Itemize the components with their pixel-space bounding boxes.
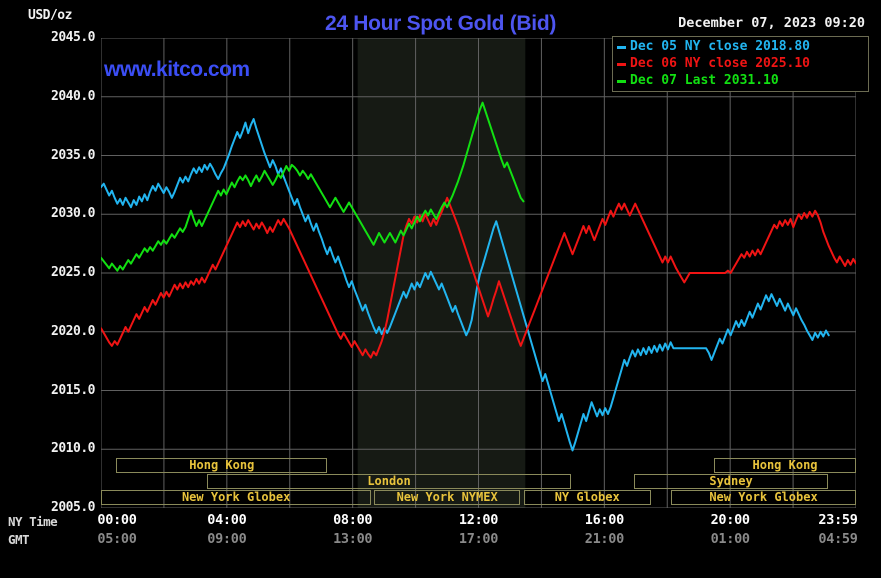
x-axis-tick-gmt: 01:00 — [710, 531, 750, 547]
legend-dec06: Dec 06 NY close 2025.10 — [617, 55, 868, 72]
y-axis-tick-label: 2030.0 — [51, 206, 95, 222]
legend-dec07: Dec 07 Last 2031.10 — [617, 72, 868, 89]
y-axis-tick-label: 2035.0 — [51, 147, 95, 163]
y-axis-tick-label: 2025.0 — [51, 265, 95, 280]
market-session-bars: Hong Kong Hong Kong London Sydney New York G… — [101, 458, 856, 508]
x-axis-tick-ny: 16:00 — [584, 512, 624, 528]
x-axis-tick-gmt: 13:00 — [333, 531, 373, 547]
legend-dec05: Dec 05 NY close 2018.80 — [617, 38, 868, 55]
price-chart-canvas — [101, 38, 856, 508]
x-axis-tick-gmt: 05:00 — [97, 531, 137, 547]
x-axis: NY Time GMT 00:00 04:00 08:00 12:00 16:00 20:00… — [0, 512, 881, 558]
ny-time-row-label: NY Time — [8, 514, 58, 529]
session-ny-globex-2: NY Globex — [523, 490, 651, 505]
session-ny-nymex: New York NYMEX — [374, 490, 520, 505]
session-ny-globex-3: New York Globex — [671, 490, 856, 505]
x-axis-tick-gmt: 21:00 — [584, 531, 624, 547]
x-axis-tick-gmt: 17:00 — [458, 531, 499, 547]
legend-dash-icon — [617, 62, 626, 66]
price-line-series-1 — [101, 196, 856, 359]
session-sydney: Sydney — [634, 474, 829, 489]
x-axis-tick-ny: 20:00 — [710, 512, 750, 528]
legend-dash-icon — [617, 45, 626, 49]
kitco-watermark: www.kitco.com — [104, 58, 250, 81]
y-axis-unit-label: USD/oz — [28, 8, 72, 23]
y-axis-tick-label: 2015.0 — [51, 382, 95, 398]
y-axis-tick-label: 2020.0 — [51, 323, 95, 339]
y-axis-tick-label: 2010.0 — [51, 441, 95, 457]
session-hong-kong-1: Hong Kong — [116, 458, 328, 473]
session-hong-kong-2: Hong Kong — [714, 458, 856, 473]
x-axis-tick-ny: 12:00 — [458, 512, 499, 528]
legend-label: Dec 06 NY close 2025.10 — [630, 56, 811, 71]
legend-label: Dec 07 Last 2031.10 — [630, 73, 779, 88]
x-axis-tick-ny: 04:00 — [207, 512, 247, 528]
page-title: 24 Hour Spot Gold (Bid) — [324, 12, 557, 35]
legend-label: Dec 05 NY close 2018.80 — [630, 39, 811, 54]
y-axis-tick-label: 2040.0 — [51, 88, 95, 104]
price-line-series-2 — [101, 101, 525, 272]
x-axis-tick-gmt: 04:59 — [818, 531, 858, 547]
session-london: London — [206, 474, 572, 489]
x-axis-tick-ny: 23:59 — [818, 512, 858, 528]
price-line-series-0 — [101, 118, 830, 452]
gmt-row-label: GMT — [8, 532, 30, 547]
x-axis-tick-gmt: 09:00 — [207, 531, 247, 547]
timestamp-label: December 07, 2023 09:20 — [678, 15, 865, 31]
x-axis-tick-ny: 08:00 — [333, 512, 373, 528]
legend-dash-icon — [617, 79, 626, 83]
x-axis-tick-ny: 00:00 — [97, 512, 137, 528]
session-ny-globex-1: New York Globex — [101, 490, 372, 505]
legend: Dec 05 NY close 2018.80 Dec 06 NY close 2… — [612, 36, 869, 92]
